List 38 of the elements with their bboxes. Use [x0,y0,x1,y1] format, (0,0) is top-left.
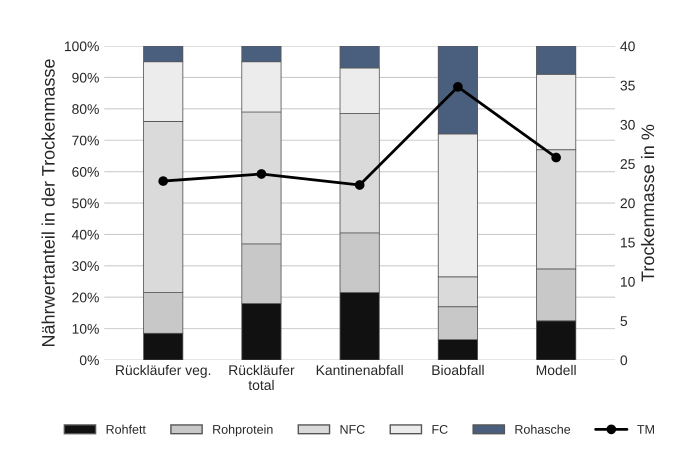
y2-tick-label: 0 [620,355,628,366]
point [256,169,266,179]
y2-tick-label: 15 [620,238,635,248]
y2-tick-label: 5 [620,316,628,326]
legend-label: Rohasche [515,424,570,434]
x-tick-label: Kantinenabfall [316,364,403,376]
legend-label: Rohprotein [213,424,272,436]
y2-axis-title: Trockenmasse in % [640,124,654,282]
y-tick-label: 0% [80,355,99,366]
y-tick-label: 10% [72,324,99,334]
x-tick-label: Modell [536,364,576,376]
y-tick-label: 50% [72,198,99,208]
point [158,176,168,186]
y-tick-label: 70% [72,136,99,146]
y-axis-title: Nährwertanteil in der Trockenmasse [41,59,55,346]
y2-tick-label: 25 [620,159,635,169]
y-tick-label: 80% [72,104,99,114]
y-tick-label: 100% [64,41,99,52]
y-tick-label: 60% [72,166,99,177]
y-tick-label: 30% [72,261,99,271]
y2-tick-label: 20 [620,198,635,208]
y2-tick-label: 35 [620,80,635,90]
legend-label: NFC [340,424,365,434]
y2-tick-label: 40 [620,41,635,52]
point [354,180,365,190]
legend-label: Rohfett [106,424,146,434]
y2-tick-label: 10 [620,276,635,287]
y-tick-label: 90% [72,72,99,83]
point [551,152,561,162]
y-tick-label: 20% [72,292,99,302]
x-tick-label: Rückläufer total [229,364,294,390]
legend-label: FC [432,424,448,434]
y2-tick-label: 30 [620,120,635,130]
point [453,82,463,92]
legend-label: TM [637,425,654,434]
y-tick-label: 40% [72,230,99,240]
x-tick-label: Rückläufer veg. [116,364,210,378]
x-tick-label: Bioabfall [432,364,484,376]
